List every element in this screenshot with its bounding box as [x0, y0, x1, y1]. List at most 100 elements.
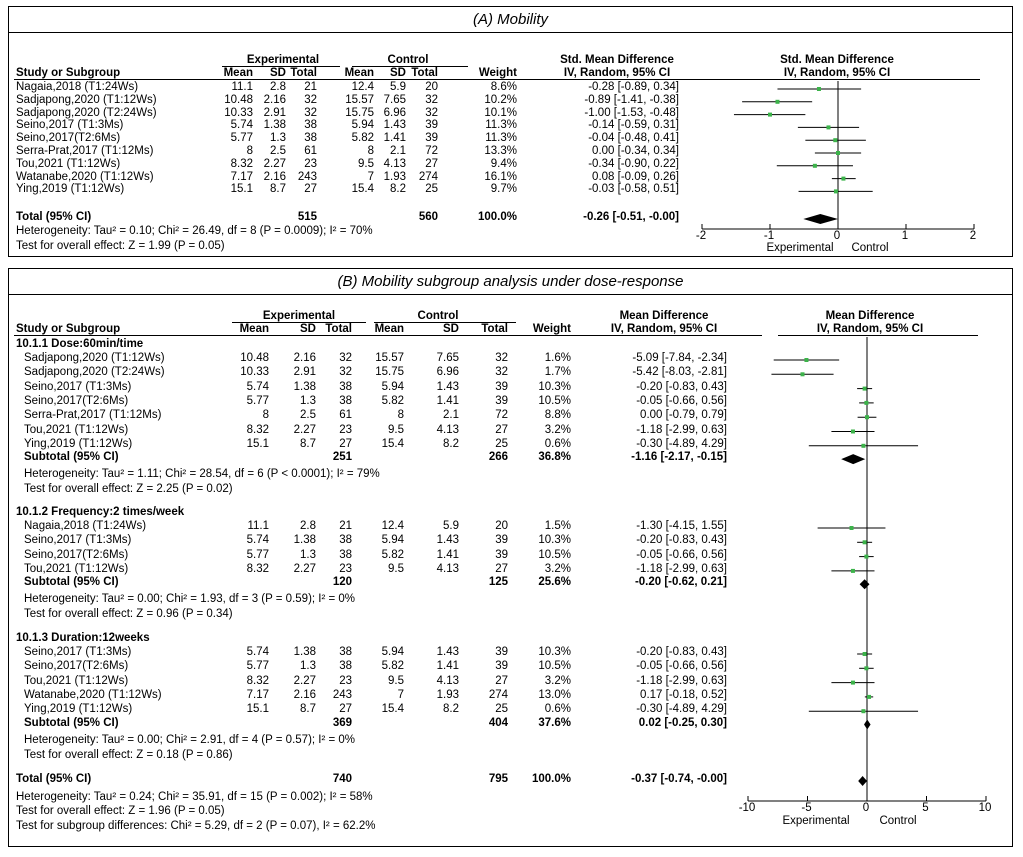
exp-sd: 2.91: [263, 106, 286, 119]
exp-sd: 1.3: [300, 394, 316, 407]
effect-ci: -1.30 [-4.15, 1.55]: [636, 520, 727, 532]
point-estimate: [861, 443, 866, 448]
ctrl-mean: 8: [367, 145, 374, 157]
heterogeneity-text: Heterogeneity: Tau² = 0.00; Chi² = 2.91,…: [24, 733, 356, 746]
effect-ci: -0.04 [-0.48, 0.41]: [588, 132, 679, 145]
ctrl-sd: 5.9: [443, 520, 459, 532]
total-label: Total (95% CI): [16, 773, 92, 785]
ctrl-total: 72: [425, 145, 438, 157]
weight: 1.7%: [544, 366, 571, 379]
x-tick-label: -10: [738, 802, 756, 814]
effect-ci: -1.18 [-2.99, 0.63]: [636, 423, 727, 436]
ctrl-total: 39: [495, 394, 508, 407]
exp-mean: 8: [262, 409, 269, 422]
ctrl-sd: 1.41: [436, 394, 459, 407]
ctrl-total: 32: [425, 106, 438, 119]
effect-ci: 0.17 [-0.18, 0.52]: [640, 688, 727, 701]
exp-sd: 2.8: [270, 81, 286, 93]
point-estimate: [849, 526, 854, 530]
favours-control: Control: [879, 815, 917, 827]
weight: 8.6%: [490, 81, 517, 93]
total-exp: 515: [297, 211, 317, 223]
ctrl-sd: 2.1: [443, 409, 459, 422]
exp-mean: 11.1: [247, 520, 269, 532]
ctrl-total: 32: [425, 93, 438, 106]
effect-ci: -0.89 [-1.41, -0.38]: [584, 93, 679, 106]
study-name: Ying,2019 (T1:12Ws): [24, 703, 133, 716]
overall-effect-text: Test for overall effect: Z = 1.99 (P = 0…: [16, 240, 225, 252]
heterogeneity-text: Heterogeneity: Tau² = 1.11; Chi² = 28.54…: [24, 468, 380, 481]
ctrl-mean: 5.82: [351, 132, 374, 145]
exp-sd: 2.16: [263, 93, 286, 106]
exp-sd: 2.16: [293, 688, 316, 701]
subgroup-difference-text: Test for subgroup differences: Chi² = 5.…: [16, 820, 376, 832]
point-estimate: [812, 163, 817, 168]
subgroup-heading: 10.1.3 Duration:12weeks: [16, 632, 150, 644]
exp-sd: 2.16: [263, 170, 286, 183]
forest-plot-a: [701, 81, 975, 230]
total-weight: 100.0%: [531, 773, 571, 785]
study-name: Seino,2017 (T1:3Ms): [16, 119, 124, 132]
weight: 10.5%: [538, 394, 571, 407]
effect-ci: -0.05 [-0.66, 0.56]: [636, 394, 727, 407]
exp-total: 32: [339, 366, 352, 379]
study-name: Ying,2019 (T1:12Ws): [16, 183, 125, 196]
ctrl-mean: 7: [397, 688, 404, 701]
header-mean: Mean: [239, 323, 269, 335]
header-experimental: Experimental: [246, 54, 320, 66]
ctrl-sd: 1.41: [383, 132, 406, 145]
effect-ci: -0.05 [-0.66, 0.56]: [636, 548, 727, 561]
header-rule: [14, 79, 706, 80]
effect-ci: -0.30 [-4.89, 4.29]: [636, 437, 727, 450]
ctrl-sd: 1.43: [436, 534, 459, 547]
exp-total: 38: [339, 548, 352, 561]
header-method: IV, Random, 95% CI: [563, 67, 671, 79]
total-diamond: [858, 776, 867, 786]
study-name: Tou,2021 (T1:12Ws): [24, 562, 129, 575]
study-name: Watanabe,2020 (T1:12Ws): [24, 688, 162, 701]
ctrl-sd: 1.43: [383, 119, 406, 132]
study-name: Sadjapong,2020 (T2:24Ws): [16, 106, 157, 119]
subtotal-exp: 369: [332, 716, 352, 729]
ctrl-total: 27: [495, 562, 508, 575]
header-mean: Mean: [344, 67, 374, 79]
ctrl-total: 32: [495, 366, 508, 379]
point-estimate: [816, 87, 821, 91]
x-tick-label: 10: [978, 802, 992, 814]
ctrl-mean: 9.5: [388, 674, 404, 687]
weight: 9.7%: [490, 183, 517, 196]
exp-total: 38: [339, 646, 352, 658]
header-sd: SD: [443, 323, 459, 335]
ctrl-total: 20: [425, 81, 438, 93]
exp-total: 243: [297, 170, 317, 183]
exp-total: 23: [339, 562, 352, 575]
exp-mean: 5.77: [246, 548, 269, 561]
header-total: Total: [411, 67, 438, 79]
ctrl-mean: 15.75: [375, 366, 404, 379]
header-plot-method: IV, Random, 95% CI: [783, 67, 891, 79]
subtotal-diamond: [864, 719, 871, 730]
ctrl-sd: 4.13: [383, 157, 406, 170]
study-name: Tou,2021 (T1:12Ws): [16, 157, 121, 170]
weight: 10.1%: [484, 106, 517, 119]
point-estimate: [864, 400, 869, 405]
subtotal-ctrl: 266: [488, 451, 508, 464]
study-name: Seino,2017(T2:6Ms): [24, 548, 129, 561]
exp-mean: 8: [246, 145, 253, 157]
ctrl-mean: 5.94: [381, 646, 404, 658]
total-ctrl: 560: [418, 211, 438, 223]
study-name: Sadjapong,2020 (T1:12Ws): [16, 93, 157, 106]
point-estimate: [862, 540, 867, 545]
ctrl-mean: 15.57: [345, 93, 374, 106]
overall-effect-text: Test for overall effect: Z = 1.96 (P = 0…: [16, 805, 225, 817]
effect-ci: -5.42 [-8.03, -2.81]: [632, 366, 727, 379]
subtotal-ci: -1.16 [-2.17, -0.15]: [631, 451, 727, 464]
weight: 0.6%: [544, 703, 571, 716]
exp-mean: 7.17: [230, 170, 253, 183]
study-name: Seino,2017 (T1:3Ms): [24, 646, 132, 658]
exp-mean: 5.74: [246, 646, 269, 658]
exp-sd: 1.38: [263, 119, 286, 132]
subtotal-weight: 36.8%: [538, 451, 571, 464]
panel-a: [8, 32, 1013, 257]
point-estimate: [800, 372, 805, 377]
